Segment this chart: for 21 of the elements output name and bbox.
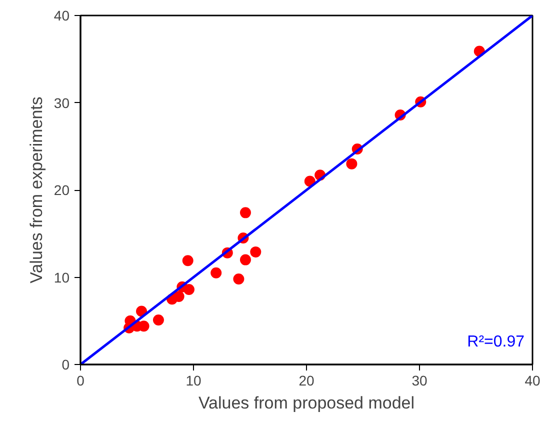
x-axis-title: Values from proposed model	[198, 394, 415, 412]
y-tick-label: 0	[62, 356, 70, 372]
point	[210, 267, 222, 278]
annotation: R²=0.97	[467, 334, 525, 350]
point	[346, 158, 358, 170]
y-tick-label: 40	[54, 8, 70, 24]
point	[250, 246, 262, 258]
y-tick-label: 30	[54, 94, 70, 111]
point	[152, 314, 164, 326]
y-tick-label: 10	[54, 269, 70, 286]
x-tick-label: 20	[298, 372, 314, 388]
point	[240, 254, 251, 266]
y-tick-label: 20	[54, 182, 70, 198]
x-tick-label: 40	[524, 372, 540, 388]
x-tick-label: 0	[76, 372, 85, 388]
point	[240, 207, 251, 218]
x-tick-label: 30	[412, 372, 428, 388]
x-tick-label: 10	[186, 372, 202, 388]
y-axis-title: Values from experiments	[26, 96, 46, 284]
point	[233, 274, 244, 284]
point	[182, 255, 194, 266]
